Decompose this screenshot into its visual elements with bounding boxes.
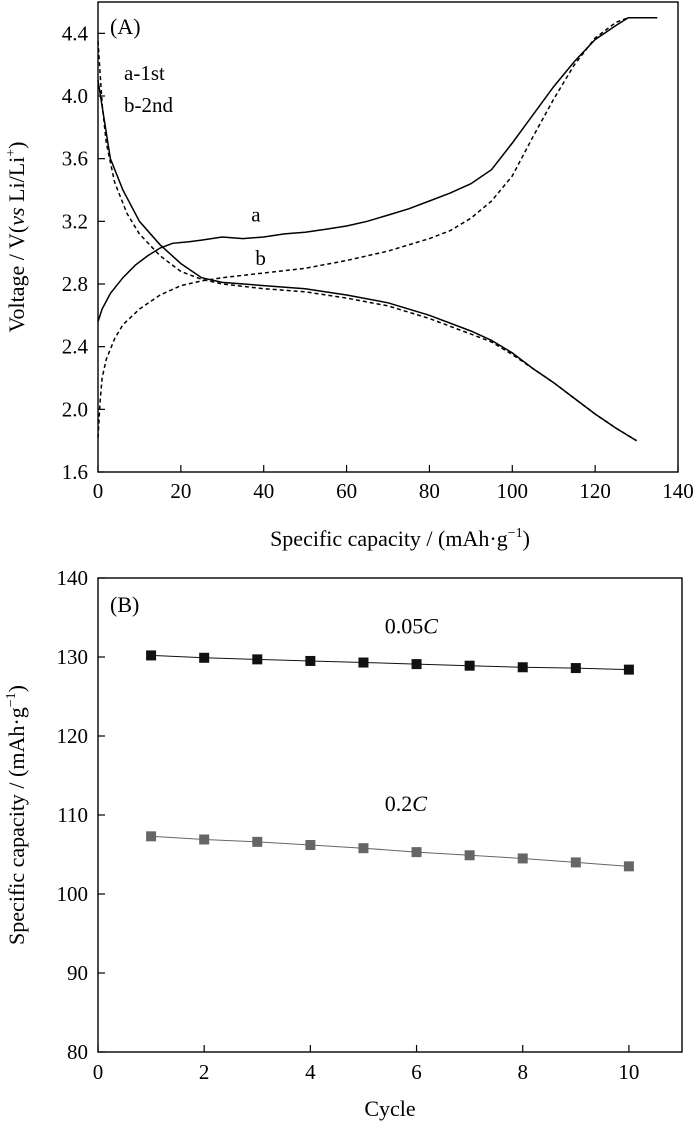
x-tick-label: 140 <box>662 479 694 503</box>
series-b-charge-line <box>97 16 641 438</box>
panel-a-x-axis-title: Specific capacity / (mAh·g−1) <box>270 526 530 551</box>
data-point-marker <box>146 650 157 661</box>
x-tick-label: 8 <box>517 1060 528 1084</box>
rate-label-unit: C <box>412 791 427 816</box>
curve-label-a: a <box>251 202 261 226</box>
data-point-marker <box>623 861 634 872</box>
y-tick-label: 80 <box>67 1040 88 1064</box>
series-b-discharge-line <box>97 41 637 442</box>
x-tick-label: 4 <box>305 1060 316 1084</box>
series-rate-label: 0.2C <box>385 791 428 816</box>
panel-a-y-axis-title: Voltage / V(vs Li/Li+) <box>4 141 29 332</box>
data-point-marker <box>517 662 528 673</box>
x-tick-label: 120 <box>579 479 611 503</box>
series-rate-label: 0.05C <box>385 613 439 638</box>
data-point-marker <box>464 660 475 671</box>
panel-b-y-ticks: 80 90 100 110 120 130 140 <box>57 566 105 1064</box>
y-tick-label: 140 <box>57 566 89 590</box>
panel-a-y-title-vs: vs <box>4 207 29 225</box>
panel-b-letter: (B) <box>110 592 139 617</box>
data-point-marker <box>252 836 263 847</box>
data-point-marker <box>570 857 581 868</box>
data-point-marker <box>199 834 210 845</box>
data-point-marker <box>411 659 422 670</box>
data-point-marker <box>623 664 634 675</box>
panel-a-x-title-sup: −1 <box>508 526 523 541</box>
data-point-marker <box>464 850 475 861</box>
series-1-trend-line <box>151 835 629 867</box>
y-tick-label: 110 <box>57 803 88 827</box>
legend-entry-1st: a-1st <box>124 61 165 85</box>
y-tick-label: 120 <box>57 724 89 748</box>
x-tick-label: 40 <box>253 479 274 503</box>
panel-b-y-title-end: ) <box>4 685 29 692</box>
x-tick-label: 2 <box>199 1060 210 1084</box>
panel-b-x-axis-title: Cycle <box>364 1096 415 1121</box>
rate-label-number: 0.2 <box>385 791 413 816</box>
panel-b-y-title-main: Specific capacity / (mAh·g <box>4 707 29 945</box>
panel-a-legend: a-1st b-2nd <box>124 61 173 117</box>
x-tick-label: 100 <box>497 479 529 503</box>
panel-b-x-ticks: 0 2 4 6 8 10 <box>93 1045 639 1084</box>
curve-label-b: b <box>255 246 266 270</box>
panel-a-y-title-end: ) <box>4 141 29 148</box>
y-tick-label: 1.6 <box>62 460 88 484</box>
y-tick-label: 4.4 <box>62 21 89 45</box>
x-tick-label: 20 <box>170 479 191 503</box>
series-0-trend-line <box>151 654 629 671</box>
y-tick-label: 3.6 <box>62 147 88 171</box>
rate-label-number: 0.05 <box>385 613 424 638</box>
panel-b-y-axis-title: Specific capacity / (mAh·g−1) <box>4 685 29 945</box>
y-tick-label: 3.2 <box>62 209 88 233</box>
data-point-marker <box>199 652 210 663</box>
y-tick-label: 130 <box>57 645 89 669</box>
panel-a-x-title-end: ) <box>523 526 530 551</box>
data-point-marker <box>358 657 369 668</box>
panel-a-x-ticks: 0 20 40 60 80 100 120 140 <box>93 465 694 503</box>
data-point-marker <box>570 663 581 674</box>
panel-a-y-title-pre: Voltage / V( <box>4 226 29 333</box>
x-tick-label: 6 <box>411 1060 422 1084</box>
y-tick-label: 90 <box>67 961 88 985</box>
legend-entry-2nd: b-2nd <box>124 93 173 117</box>
data-point-marker <box>305 840 316 851</box>
panel-b-y-title-sup: −1 <box>4 692 19 707</box>
y-tick-label: 2.0 <box>62 397 88 421</box>
data-point-marker <box>146 831 157 842</box>
x-tick-label: 0 <box>93 1060 104 1084</box>
data-point-marker <box>305 655 316 666</box>
rate-label-unit: C <box>423 613 438 638</box>
data-point-marker <box>411 847 422 858</box>
y-tick-label: 2.4 <box>62 335 89 359</box>
x-tick-label: 60 <box>336 479 357 503</box>
x-tick-label: 80 <box>419 479 440 503</box>
x-tick-label: 10 <box>618 1060 639 1084</box>
panel-a-y-title-li: Li/Li <box>4 157 29 208</box>
data-point-marker <box>252 654 263 665</box>
data-point-marker <box>517 853 528 864</box>
series-a-charge-line <box>97 16 658 322</box>
y-tick-label: 4.0 <box>62 84 88 108</box>
panel-a-y-ticks: 1.6 2.0 2.4 2.8 3.2 3.6 4.0 4.4 <box>62 21 105 484</box>
y-tick-label: 2.8 <box>62 272 88 296</box>
panel-a-plot-frame <box>97 1 679 473</box>
panel-a-letter: (A) <box>110 14 141 39</box>
y-tick-label: 100 <box>57 882 89 906</box>
data-point-marker <box>358 843 369 854</box>
panel-a-charge-discharge-chart: (A) a-1st b-2nd ab 0 20 40 60 80 100 120 140 1.… <box>4 1 694 551</box>
panel-a-series-group <box>97 16 658 442</box>
panel-a-x-title-main: Specific capacity / (mAh·g <box>270 526 508 551</box>
panel-a-y-title-sup: + <box>4 149 19 157</box>
panel-a-curve-labels: ab <box>251 202 266 270</box>
series-a-discharge-line <box>97 80 637 442</box>
x-tick-label: 0 <box>93 479 104 503</box>
